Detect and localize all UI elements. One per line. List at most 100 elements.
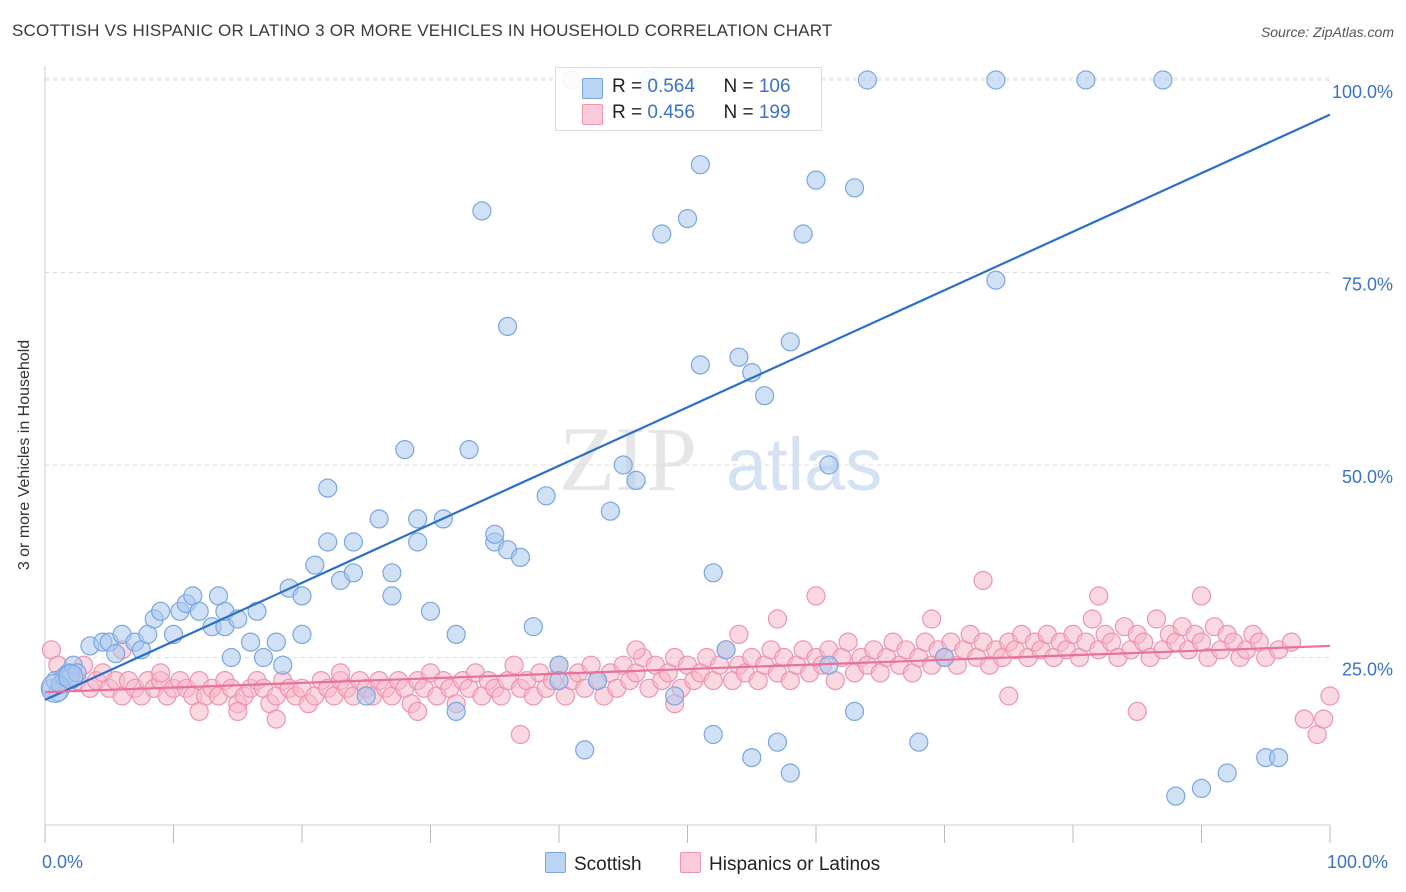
scottish-point [395, 440, 415, 460]
scottish-point [241, 632, 261, 652]
scottish-point [1153, 70, 1173, 90]
scottish-swatch [582, 78, 603, 99]
hispanic-point [999, 686, 1019, 706]
bottom-hispanic-swatch [680, 852, 701, 873]
hispanic-point [1320, 686, 1340, 706]
bottom-scottish-swatch [545, 852, 566, 873]
scottish-point [742, 747, 762, 768]
x-tick-max: 100.0% [1327, 852, 1389, 872]
hispanic-point [504, 655, 524, 675]
scottish-point [510, 547, 531, 568]
scottish-point [613, 455, 633, 475]
scottish-point [575, 740, 595, 760]
scottish-points [40, 70, 1289, 806]
scottish-point [1217, 763, 1237, 783]
scottish-point [420, 601, 441, 621]
scottish-point [549, 670, 569, 691]
scottish-point [754, 386, 775, 406]
scottish-point [1076, 70, 1096, 90]
scottish-point [703, 563, 723, 583]
hispanic-point [408, 701, 428, 722]
hispanic-point [1294, 709, 1314, 729]
hispanic-point [189, 701, 209, 722]
x-tick-min: 0.0% [42, 852, 84, 872]
scottish-point [986, 270, 1006, 290]
scottish-point [459, 440, 479, 460]
hispanic-point [922, 609, 942, 629]
bottom-scottish-label: Scottish [574, 854, 642, 875]
bottom-legend-hispanic: Hispanics or Latinos [680, 852, 880, 876]
scottish-point [292, 586, 312, 606]
scottish-point [318, 532, 338, 552]
scottish-point [844, 178, 865, 198]
hispanic-point [1089, 586, 1109, 606]
scottish-point [305, 555, 325, 575]
scottish-point [408, 532, 428, 552]
y-tick-labels: 25.0% 50.0% 75.0% 100.0% [1332, 82, 1393, 680]
y-tick-label: 50.0% [1342, 467, 1393, 487]
trendlines [44, 113, 1331, 701]
hispanic-point [1191, 586, 1212, 606]
scottish-point [523, 617, 543, 637]
scottish-n-value: 106 [758, 76, 791, 97]
scottish-point [189, 601, 209, 621]
hispanic-point [266, 709, 286, 729]
hispanic-point [330, 663, 351, 683]
scottish-point [934, 647, 955, 668]
hispanic-r-label: R = [612, 102, 648, 123]
scottish-point [498, 316, 518, 336]
bottom-legend-scottish: Scottish [545, 852, 642, 876]
scottish-point [292, 624, 312, 645]
scottish-point [677, 209, 698, 229]
scottish-n-label: N = [723, 76, 759, 97]
scottish-point [819, 455, 839, 475]
scottish-point [106, 644, 126, 664]
hispanic-point [151, 663, 171, 683]
y-tick-label: 75.0% [1342, 275, 1393, 295]
hispanic-point [767, 609, 788, 629]
hispanic-point [806, 586, 826, 606]
y-tick-label: 25.0% [1342, 660, 1393, 680]
hispanic-point [228, 701, 248, 722]
hispanic-point [973, 570, 993, 591]
gridlines [45, 77, 1330, 658]
scottish-point [485, 524, 505, 544]
chart-title: SCOTTISH VS HISPANIC OR LATINO 3 OR MORE… [12, 21, 833, 40]
scottish-point [909, 732, 929, 752]
scottish-point [780, 763, 800, 783]
stats-legend: R = 0.564 N = 106 R = 0.456 N = 199 [555, 67, 822, 131]
hispanic-n-label: N = [723, 102, 759, 123]
scottish-point [780, 332, 800, 352]
scottish-point [652, 224, 672, 244]
scottish-point [536, 486, 556, 506]
scottish-point [600, 501, 621, 521]
scottish-point [446, 624, 466, 645]
hispanic-point [1313, 709, 1334, 729]
scottish-point [806, 170, 826, 190]
hispanic-swatch [582, 104, 603, 125]
scottish-point [343, 532, 363, 552]
scottish-point [318, 478, 338, 498]
hispanic-point [1082, 609, 1102, 629]
scottish-point [703, 724, 723, 745]
scottish-point [793, 224, 813, 244]
scottish-point [446, 701, 466, 722]
scottish-point [221, 647, 241, 668]
scottish-point [356, 686, 376, 706]
scottish-point [1166, 786, 1186, 806]
hispanic-point [1146, 609, 1167, 629]
scottish-r-label: R = [612, 76, 648, 97]
scottish-point [626, 470, 646, 490]
scottish-point [382, 563, 402, 583]
scottish-point [1191, 778, 1212, 799]
scottish-point [151, 601, 171, 621]
scottish-point [472, 201, 492, 221]
hispanic-r-value: 0.456 [647, 102, 695, 123]
bottom-hispanic-label: Hispanics or Latinos [709, 854, 881, 875]
scottish-point [986, 70, 1006, 90]
source-label: Source: ZipAtlas.com [1260, 24, 1394, 40]
scottish-point [369, 509, 389, 529]
scottish-point [690, 155, 710, 175]
scottish-point [587, 670, 608, 691]
